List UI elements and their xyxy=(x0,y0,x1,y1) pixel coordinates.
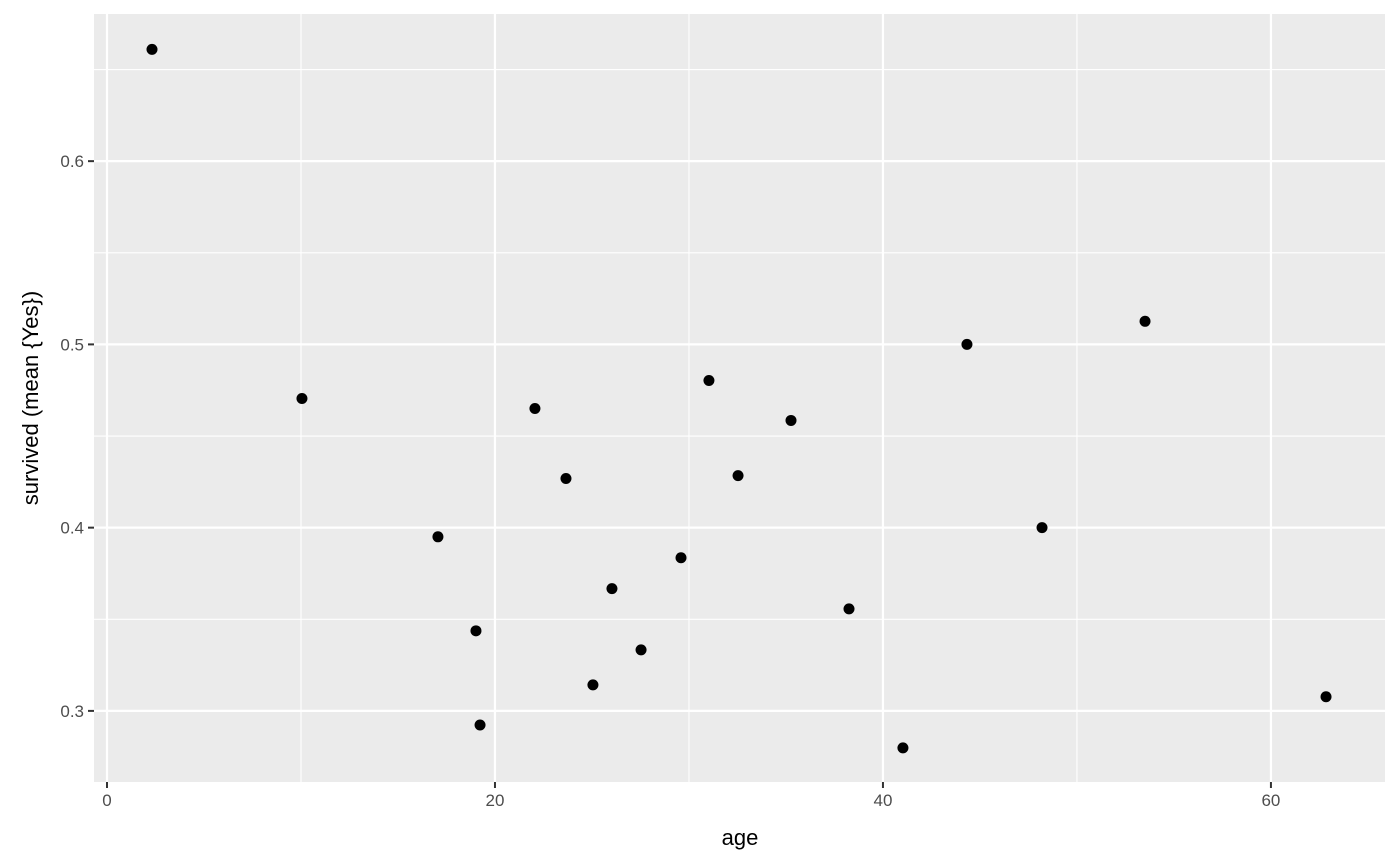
y-tick-label: 0.3 xyxy=(60,702,84,721)
data-point xyxy=(897,742,909,754)
data-point xyxy=(560,473,572,485)
x-tick-label: 20 xyxy=(486,791,505,810)
major-gridlines xyxy=(94,14,1385,782)
data-point xyxy=(606,583,618,595)
data-point xyxy=(146,43,158,55)
x-axis-title: age xyxy=(722,825,759,850)
data-point xyxy=(1320,691,1332,703)
data-point xyxy=(432,531,444,543)
data-point xyxy=(474,719,486,731)
data-point xyxy=(296,392,308,404)
plot-panel xyxy=(94,14,1385,782)
data-points xyxy=(146,43,1332,754)
minor-gridlines xyxy=(94,14,1385,782)
data-point xyxy=(1139,315,1151,327)
x-tick-label: 60 xyxy=(1261,791,1280,810)
data-point xyxy=(843,603,855,615)
data-point xyxy=(703,374,715,386)
data-point xyxy=(529,403,541,415)
y-tick-label: 0.6 xyxy=(60,152,84,171)
x-tick-label: 0 xyxy=(102,791,111,810)
data-point xyxy=(635,644,647,656)
axes: 0 20 40 60 0.3 0.4 0.5 0.6 xyxy=(60,152,1280,810)
data-point xyxy=(785,414,797,426)
data-point xyxy=(961,338,973,350)
y-axis-title: survived (mean {Yes}) xyxy=(18,291,43,505)
data-point xyxy=(675,552,687,564)
data-point xyxy=(732,470,744,482)
data-point xyxy=(1036,522,1048,534)
data-point xyxy=(470,625,482,637)
y-tick-label: 0.4 xyxy=(60,519,84,538)
x-tick-label: 40 xyxy=(873,791,892,810)
y-tick-label: 0.5 xyxy=(60,335,84,354)
data-point xyxy=(587,679,599,691)
